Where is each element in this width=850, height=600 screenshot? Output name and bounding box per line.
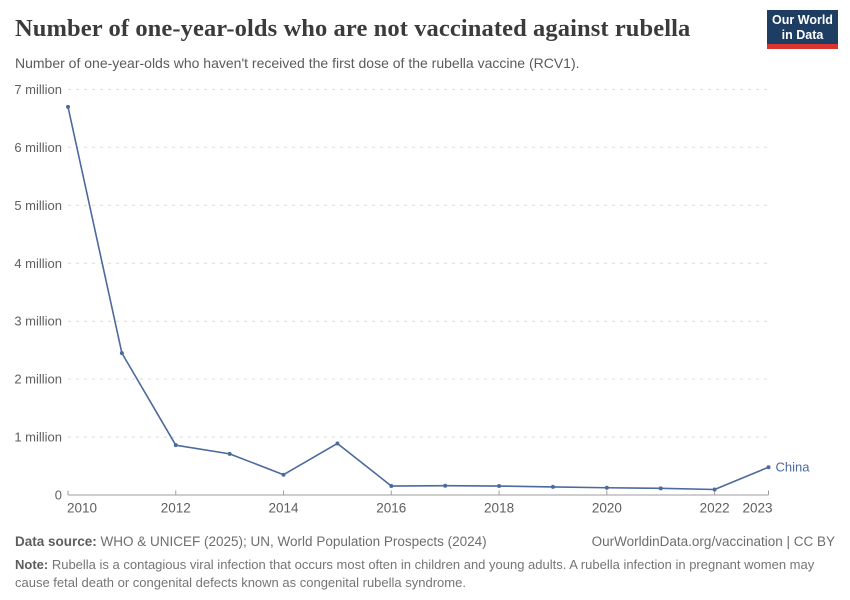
chart-title: Number of one-year-olds who are not vacc… bbox=[15, 15, 691, 42]
y-axis-tick-label: 5 million bbox=[14, 198, 62, 213]
chart-footer: Data source: WHO & UNICEF (2025); UN, Wo… bbox=[15, 533, 835, 591]
owid-logo-line1: Our World bbox=[772, 13, 833, 27]
data-point[interactable] bbox=[335, 441, 340, 446]
y-axis-tick-label: 7 million bbox=[14, 82, 62, 97]
x-axis-tick-label: 2010 bbox=[67, 501, 97, 516]
data-point[interactable] bbox=[766, 465, 771, 470]
y-axis-tick-label: 4 million bbox=[14, 256, 62, 271]
datasource-label: Data source: bbox=[15, 534, 97, 549]
data-point[interactable] bbox=[389, 484, 394, 489]
data-point[interactable] bbox=[712, 487, 717, 492]
note-text: Note: Rubella is a contagious viral infe… bbox=[15, 556, 830, 591]
owid-logo-accent-bar bbox=[767, 44, 838, 49]
y-axis-tick-label: 3 million bbox=[14, 314, 62, 329]
x-axis-tick-label: 2012 bbox=[161, 501, 191, 516]
series-line-china[interactable] bbox=[67, 106, 770, 491]
x-axis-tick-label: 2018 bbox=[484, 501, 514, 516]
x-axis-tick-label: 2022 bbox=[700, 501, 730, 516]
x-axis-tick-label: 2016 bbox=[376, 501, 406, 516]
y-axis-tick-label: 6 million bbox=[14, 140, 62, 155]
y-axis-tick-label: 0 bbox=[55, 488, 62, 503]
note-label: Note: bbox=[15, 557, 49, 572]
data-point[interactable] bbox=[550, 484, 555, 489]
x-axis-tick-label: 2023 bbox=[742, 501, 772, 516]
note-value: Rubella is a contagious viral infection … bbox=[15, 557, 815, 590]
owid-logo-line2: in Data bbox=[781, 27, 824, 42]
owid-logo-text: Our World in Data bbox=[767, 10, 838, 44]
series-label-china[interactable]: China bbox=[776, 460, 811, 475]
data-point[interactable] bbox=[497, 484, 502, 489]
data-point[interactable] bbox=[604, 485, 609, 490]
x-axis-tick-label: 2020 bbox=[592, 501, 622, 516]
y-axis-tick-label: 1 million bbox=[14, 430, 62, 445]
data-point[interactable] bbox=[658, 486, 663, 491]
y-axis-tick-label: 2 million bbox=[14, 372, 62, 387]
data-point[interactable] bbox=[66, 104, 70, 109]
owid-logo[interactable]: Our World in Data bbox=[767, 10, 838, 49]
data-point[interactable] bbox=[227, 451, 232, 456]
chart-subtitle: Number of one-year-olds who haven't rece… bbox=[15, 55, 580, 71]
data-point[interactable] bbox=[173, 443, 178, 448]
data-point[interactable] bbox=[281, 472, 286, 477]
datasource-value: WHO & UNICEF (2025); UN, World Populatio… bbox=[96, 534, 487, 549]
data-point[interactable] bbox=[443, 483, 448, 488]
datasource-text: Data source: WHO & UNICEF (2025); UN, Wo… bbox=[15, 533, 487, 550]
x-axis-tick-label: 2014 bbox=[269, 501, 300, 516]
attribution-link[interactable]: OurWorldinData.org/vaccination | CC BY bbox=[591, 534, 835, 549]
data-point[interactable] bbox=[119, 351, 124, 356]
